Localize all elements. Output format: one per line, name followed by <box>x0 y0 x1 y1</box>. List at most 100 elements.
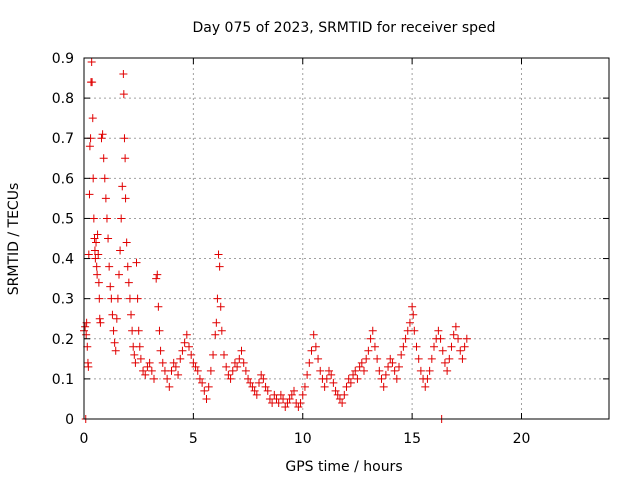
data-point <box>360 366 368 375</box>
data-point <box>226 374 235 383</box>
data-point <box>200 386 209 395</box>
data-point <box>145 358 154 367</box>
data-point <box>246 378 255 387</box>
data-point <box>379 382 388 391</box>
data-point <box>91 254 100 263</box>
data-point <box>206 366 215 375</box>
data-point <box>198 378 207 387</box>
data-point <box>327 370 336 379</box>
data-point <box>182 330 191 339</box>
data-point <box>84 250 93 259</box>
data-point <box>90 246 99 255</box>
data-point <box>397 350 406 359</box>
data-point <box>92 238 101 247</box>
data-point <box>412 342 421 351</box>
y-tick-label: 0.1 <box>52 372 74 388</box>
y-tick-label: 0.2 <box>52 332 74 348</box>
data-point <box>456 346 465 355</box>
data-point <box>84 362 93 371</box>
data-point <box>409 310 418 319</box>
data-point <box>290 386 298 395</box>
x-tick-label: 0 <box>80 431 89 447</box>
data-point <box>373 354 382 363</box>
data-point <box>233 362 242 371</box>
data-point <box>154 302 163 311</box>
data-point <box>427 354 436 363</box>
data-point <box>165 382 174 391</box>
data-point <box>216 302 225 311</box>
data-point <box>121 154 130 163</box>
data-point <box>408 302 417 311</box>
data-point <box>410 326 419 335</box>
data-point <box>357 358 366 367</box>
data-point <box>375 366 384 375</box>
data-point <box>121 194 130 203</box>
data-point <box>180 338 189 347</box>
data-point <box>285 394 294 403</box>
data-point <box>169 358 178 367</box>
plot-frame <box>83 57 610 420</box>
data-point <box>261 382 270 391</box>
data-point <box>454 334 463 343</box>
data-point <box>104 234 113 243</box>
y-tick-label: 0.3 <box>52 292 74 308</box>
data-point <box>133 294 142 303</box>
data-point <box>349 370 358 379</box>
data-point <box>94 250 103 259</box>
data-point <box>368 326 377 335</box>
y-tick-label: 0 <box>65 412 74 428</box>
data-point <box>314 354 323 363</box>
data-point <box>156 346 165 355</box>
data-point <box>167 366 176 375</box>
data-point <box>305 358 314 367</box>
data-point <box>135 342 144 351</box>
data-point <box>355 362 364 371</box>
data-point <box>259 374 268 383</box>
data-point <box>276 390 285 399</box>
data-point <box>141 370 150 379</box>
x-tick-label: 10 <box>294 431 312 447</box>
data-point <box>283 398 292 407</box>
data-point <box>95 314 104 323</box>
data-point <box>460 342 469 351</box>
data-point <box>443 366 452 375</box>
data-point <box>252 390 261 399</box>
data-point <box>430 342 438 351</box>
data-point <box>224 370 233 379</box>
data-point <box>298 390 307 399</box>
data-point <box>228 366 237 375</box>
data-point <box>185 342 193 351</box>
data-point <box>108 310 117 319</box>
data-point <box>209 350 218 359</box>
data-point <box>81 322 90 331</box>
x-axis-label: GPS time / hours <box>285 459 402 475</box>
y-tick-label: 0.6 <box>52 171 74 187</box>
data-point <box>300 382 309 391</box>
data-point <box>193 366 202 375</box>
data-point <box>296 398 305 407</box>
data-point <box>118 182 127 191</box>
data-point <box>434 326 443 335</box>
data-point <box>384 362 393 371</box>
data-point <box>153 270 162 279</box>
data-point <box>115 270 123 279</box>
data-point <box>88 114 97 123</box>
data-point <box>92 262 101 271</box>
data-point <box>93 270 102 279</box>
data-point <box>94 278 103 287</box>
data-point <box>366 334 375 343</box>
y-axis-label: SRMTID / TECUs <box>6 183 22 296</box>
data-point <box>116 246 125 255</box>
data-point <box>449 330 458 339</box>
data-point <box>171 362 180 371</box>
data-point <box>155 326 164 335</box>
y-tick-label: 0.8 <box>52 91 74 107</box>
data-point <box>340 390 349 399</box>
data-point <box>163 374 172 383</box>
data-point <box>220 350 228 359</box>
data-point <box>399 342 408 351</box>
data-point <box>423 374 432 383</box>
data-point <box>85 142 94 151</box>
data-point <box>222 362 231 371</box>
